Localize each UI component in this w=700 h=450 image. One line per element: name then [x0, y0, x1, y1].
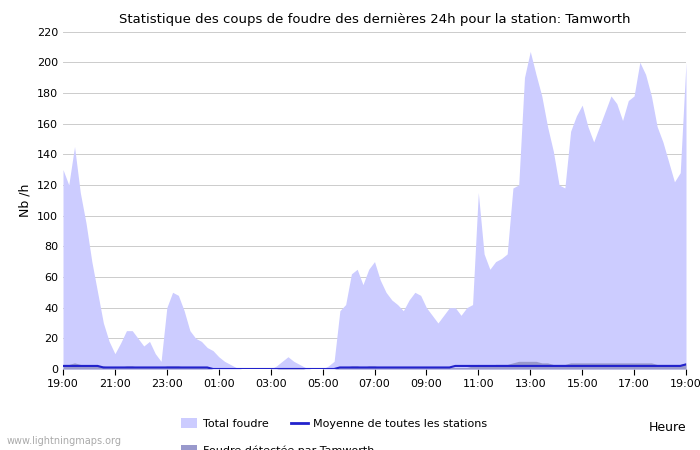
Text: www.lightningmaps.org: www.lightningmaps.org — [7, 436, 122, 446]
Title: Statistique des coups de foudre des dernières 24h pour la station: Tamworth: Statistique des coups de foudre des dern… — [119, 13, 630, 26]
Legend: Foudre détectée par Tamworth: Foudre détectée par Tamworth — [181, 446, 374, 450]
Text: Heure: Heure — [648, 421, 686, 434]
Y-axis label: Nb /h: Nb /h — [18, 184, 32, 217]
